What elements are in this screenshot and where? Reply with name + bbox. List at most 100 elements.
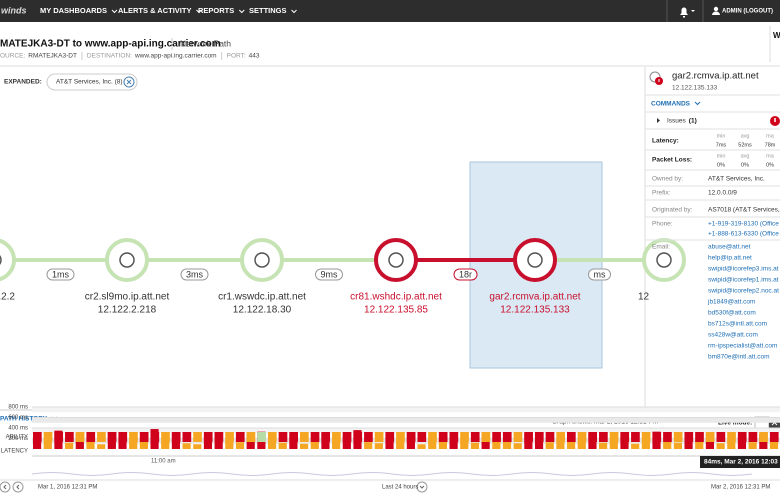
field-value[interactable]: bs712s@intl.att.com xyxy=(708,321,767,328)
latency-bar xyxy=(97,444,106,449)
metric-header: ma xyxy=(766,133,775,139)
metric-label: Latency: xyxy=(652,138,679,145)
latency-bar xyxy=(599,442,608,449)
latency-bar xyxy=(300,443,309,449)
field-value[interactable]: swipid@icorefep2.noc.at xyxy=(708,288,779,295)
commands-menu[interactable]: COMMANDS xyxy=(651,101,691,108)
availability-cell xyxy=(107,432,117,442)
latency-bar xyxy=(673,442,682,449)
header-meta: DESTINATION: xyxy=(87,53,132,60)
nav-item[interactable]: MY DASHBOARDS xyxy=(40,6,107,15)
availability-cell xyxy=(759,432,768,442)
y-tick-label: 400 ms xyxy=(8,426,28,432)
node-ring[interactable] xyxy=(0,238,16,282)
range-dropdown[interactable] xyxy=(416,481,428,493)
prev-button[interactable] xyxy=(0,481,11,493)
availability-cell xyxy=(203,432,213,442)
metric-value: 0% xyxy=(717,162,725,168)
latency-bar xyxy=(695,441,704,449)
expanded-chip[interactable] xyxy=(46,73,138,91)
availability-cell xyxy=(321,432,331,442)
nav-item[interactable]: ALERTS & ACTIVITY xyxy=(118,6,191,15)
nav-item[interactable]: REPORTS xyxy=(198,6,234,15)
metric-value: 0% xyxy=(766,162,774,168)
field-value[interactable]: +1-919-319-8130 (Office xyxy=(708,221,779,228)
latency-bar xyxy=(502,440,512,449)
latency-bar xyxy=(235,442,245,449)
availability-cell xyxy=(769,432,779,442)
y-tick-label: 600 ms xyxy=(8,415,28,421)
field-value[interactable]: ss428w@att.com xyxy=(708,332,758,339)
latency-bar xyxy=(86,439,95,449)
latency-bar xyxy=(396,441,405,449)
availability-cell xyxy=(631,432,640,442)
nav-item[interactable]: SETTINGS xyxy=(249,6,287,15)
availability-cell xyxy=(620,432,630,442)
availability-cell xyxy=(385,432,395,442)
availability-cell xyxy=(161,432,170,442)
expand-triangle xyxy=(657,118,660,123)
field-value[interactable]: swipid@icorefep1.ims.at xyxy=(708,277,779,284)
bell-icon[interactable] xyxy=(680,7,688,18)
field-value[interactable]: bd530f@att.com xyxy=(708,310,756,317)
detail-ip: 12.122.135.133 xyxy=(672,85,718,92)
latency-bar xyxy=(225,440,234,449)
latency-bar xyxy=(65,442,74,449)
availability-cell xyxy=(748,432,758,442)
field-value[interactable]: rm-ipspecialist@att.com xyxy=(708,343,777,350)
section-name: Network Path xyxy=(180,38,231,48)
latency-bar xyxy=(577,441,586,449)
latency-bar xyxy=(278,442,287,449)
time-label: 11:00 am xyxy=(151,459,176,465)
chip-close-x xyxy=(126,79,132,85)
latency-bar xyxy=(332,439,341,449)
field-value[interactable]: jb1849@att.com xyxy=(707,299,755,306)
live-mode-label: Live mode: xyxy=(718,420,752,427)
y-tick-label: 200 ms xyxy=(8,436,28,442)
field-value[interactable]: swipid@icorefep3.ims.at xyxy=(708,266,779,273)
issues-count: (1) xyxy=(689,118,697,125)
chip-close[interactable] xyxy=(123,76,135,88)
node-ip: 12.122.2.218 xyxy=(98,305,157,316)
link-latency: 9ms xyxy=(320,269,338,279)
latency-bar xyxy=(609,441,618,449)
latency-bar xyxy=(267,441,277,449)
detail-name: gar2.rcmva.ip.att.net xyxy=(672,71,759,82)
caret xyxy=(196,9,202,14)
availability-cell xyxy=(663,432,672,442)
node-core xyxy=(527,252,543,268)
availability-cell xyxy=(673,432,683,442)
availability-cell xyxy=(225,432,234,442)
availability-cell xyxy=(641,432,651,442)
availability-cell xyxy=(235,432,245,442)
metric-value: 0% xyxy=(741,162,749,168)
latency-bar xyxy=(118,435,127,449)
field-value[interactable]: bm870e@intl.att.com xyxy=(708,354,770,361)
latency-bar xyxy=(641,439,650,449)
range-start: Mar 1, 2016 12:31 PM xyxy=(38,485,97,491)
availability-cell xyxy=(310,432,320,442)
prev-button[interactable] xyxy=(12,481,24,493)
field-value[interactable]: abuse@att.net xyxy=(708,244,751,251)
user-menu[interactable]: ADMIN (LOGOUT) xyxy=(722,9,773,15)
node-name: cr81.wshdc.ip.att.net xyxy=(350,292,442,303)
node-core xyxy=(656,252,672,268)
availability-cell xyxy=(150,432,160,442)
latency-bar xyxy=(492,441,501,449)
latency-bar xyxy=(567,437,576,449)
availability-cell xyxy=(65,432,74,442)
availability-cell xyxy=(513,432,523,442)
header-right: W xyxy=(773,31,780,40)
metric-header: min xyxy=(717,133,726,139)
field-value[interactable]: help@ip.att.net xyxy=(708,255,752,262)
latency-bar xyxy=(727,440,736,449)
field-value[interactable]: +1-888-613-6330 (Office xyxy=(708,231,779,238)
availability-cell xyxy=(406,432,416,442)
latency-bar xyxy=(716,443,725,449)
node-ip: 12.122.18.30 xyxy=(233,305,292,316)
availability-cell xyxy=(267,432,277,442)
availability-cell xyxy=(449,432,459,442)
link-latency: ms xyxy=(594,269,606,279)
